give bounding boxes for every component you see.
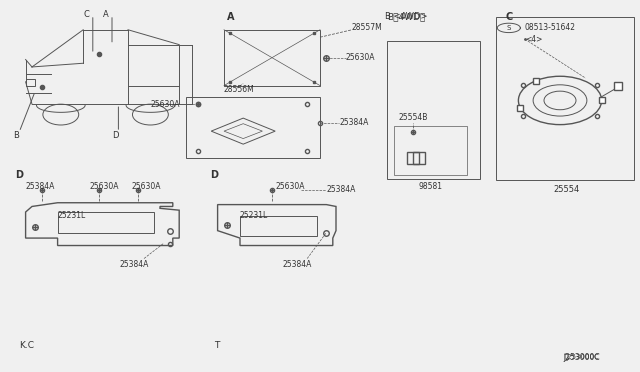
Text: A: A: [227, 12, 234, 22]
Text: 28556M: 28556M: [224, 85, 255, 94]
Text: 25630A: 25630A: [275, 182, 305, 190]
Text: 25630A: 25630A: [131, 182, 161, 190]
Text: B <4WD>: B <4WD>: [385, 12, 428, 21]
Text: 25554: 25554: [553, 185, 580, 194]
Text: 08513-51642: 08513-51642: [525, 23, 576, 32]
Bar: [58, 212, 154, 232]
Text: 25384A: 25384A: [26, 182, 55, 190]
Text: 25630A: 25630A: [90, 182, 119, 190]
Text: 25554B: 25554B: [398, 113, 428, 122]
Text: <4>: <4>: [525, 35, 543, 44]
Text: 25630A: 25630A: [346, 53, 375, 62]
Text: J253000C: J253000C: [563, 353, 600, 362]
Text: 25231L: 25231L: [58, 211, 86, 220]
Text: D: D: [211, 170, 218, 180]
Text: 25630A: 25630A: [150, 100, 180, 109]
Bar: [224, 30, 320, 86]
Text: B: B: [13, 131, 19, 140]
Text: C: C: [83, 10, 90, 19]
Text: 28557M: 28557M: [352, 23, 383, 32]
Text: D: D: [112, 131, 118, 140]
Text: K.C: K.C: [19, 341, 34, 350]
Bar: [240, 216, 317, 236]
Text: 25384A: 25384A: [283, 260, 312, 269]
Text: S: S: [507, 25, 511, 31]
Text: 25384A: 25384A: [120, 260, 149, 269]
Text: T: T: [214, 341, 220, 350]
Text: ᴥ253000C: ᴥ253000C: [563, 354, 599, 360]
Text: 25384A: 25384A: [339, 118, 369, 127]
Text: C: C: [505, 12, 513, 22]
Bar: [394, 126, 467, 175]
Text: 25384A: 25384A: [326, 185, 356, 194]
Text: 98581: 98581: [418, 182, 442, 190]
Text: D: D: [15, 170, 23, 180]
Text: A: A: [103, 10, 108, 19]
Bar: [26, 79, 35, 86]
Bar: [387, 41, 480, 179]
Bar: [186, 97, 320, 158]
Text: 25231L: 25231L: [240, 211, 268, 220]
Bar: [496, 17, 634, 180]
Text: B〈4WD〉: B〈4WD〉: [387, 12, 426, 21]
